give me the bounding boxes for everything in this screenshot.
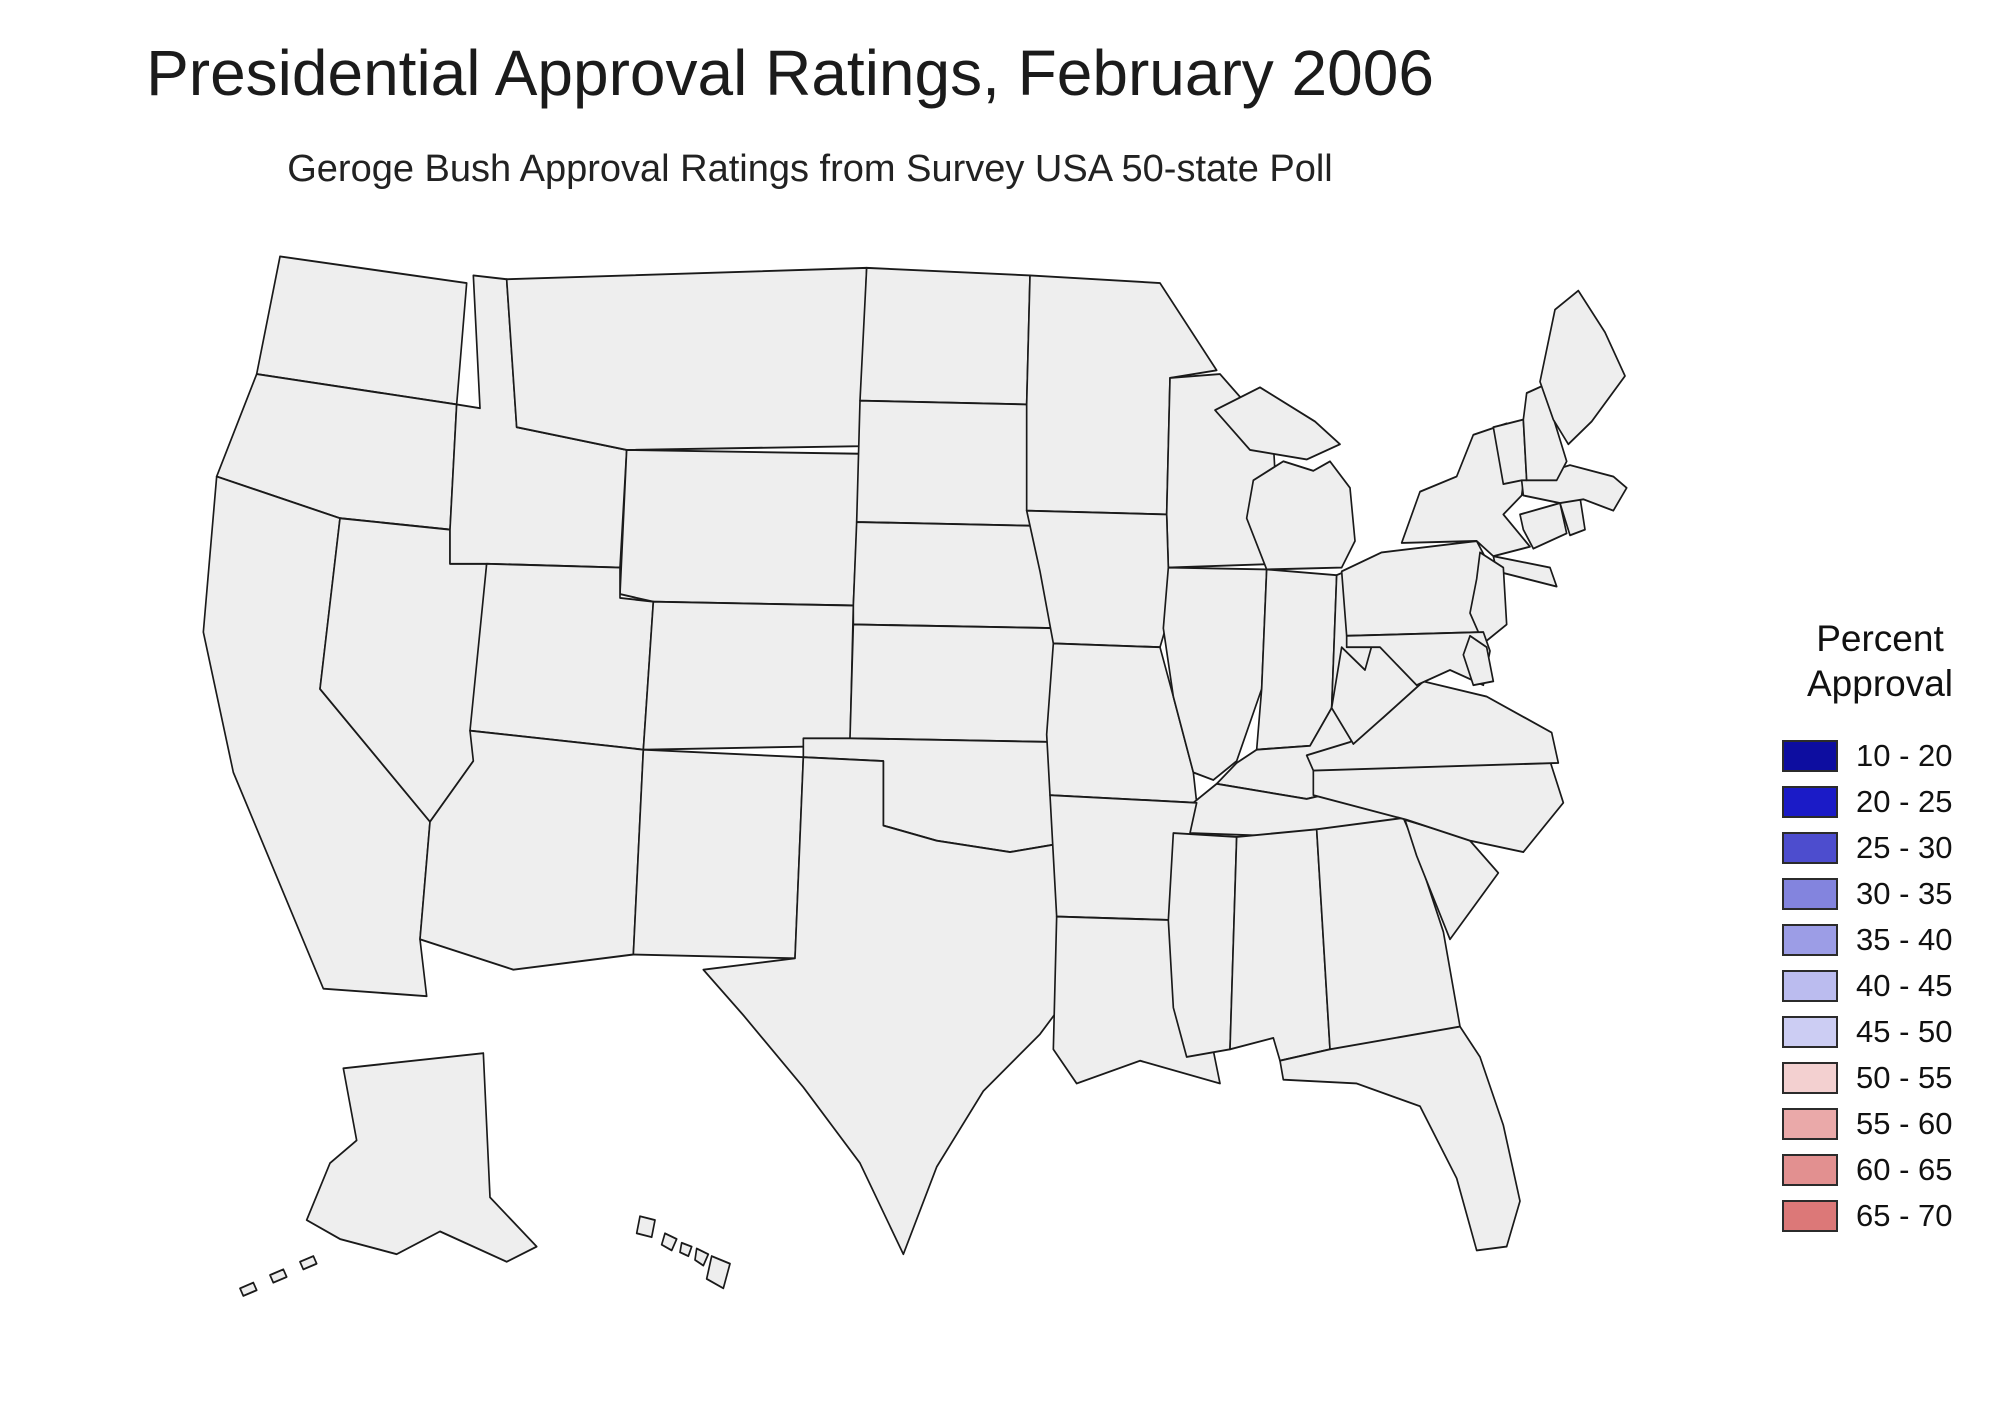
state-virginia	[1305, 680, 1560, 772]
state-montana	[505, 266, 868, 451]
states-group	[202, 255, 1628, 1297]
page-title: Presidential Approval Ratings, February …	[146, 37, 1434, 109]
state-missouri	[1045, 642, 1198, 804]
legend-title-line2: Approval	[1806, 663, 1954, 705]
legend-label: 35 - 40	[1856, 922, 1953, 958]
legend-swatch	[1782, 924, 1838, 957]
state-new-mexico	[632, 748, 805, 960]
state-texas	[702, 756, 1078, 1256]
legend-label: 40 - 45	[1856, 968, 1953, 1004]
state-florida	[1279, 1025, 1521, 1252]
legend-item: 25 - 30	[1782, 830, 1978, 866]
legend-label: 45 - 50	[1856, 1014, 1953, 1050]
legend-label: 65 - 70	[1856, 1198, 1953, 1234]
legend-title: Percent Approval	[1782, 616, 1978, 706]
map-area	[140, 192, 1740, 1368]
legend-swatch	[1782, 1200, 1838, 1233]
legend-item: 50 - 55	[1782, 1060, 1978, 1096]
legend-swatch	[1782, 1154, 1838, 1187]
state-connecticut	[1519, 502, 1568, 550]
legend-item: 65 - 70	[1782, 1198, 1978, 1234]
legend-item: 40 - 45	[1782, 968, 1978, 1004]
legend-label: 25 - 30	[1856, 830, 1953, 866]
page-subtitle: Geroge Bush Approval Ratings from Survey…	[287, 148, 1333, 190]
legend-item: 55 - 60	[1782, 1106, 1978, 1142]
state-maine	[1539, 289, 1626, 446]
legend-label: 50 - 55	[1856, 1060, 1953, 1096]
legend-swatch	[1782, 786, 1838, 819]
state-alaska	[239, 1052, 538, 1297]
us-choropleth-map	[202, 255, 1628, 1297]
legend-item: 20 - 25	[1782, 784, 1978, 820]
legend-swatch	[1782, 1108, 1838, 1141]
state-colorado	[642, 600, 855, 751]
state-north-dakota	[859, 266, 1031, 406]
state-michigan	[1214, 386, 1356, 571]
state-nebraska	[852, 521, 1061, 630]
state-north-carolina	[1312, 760, 1565, 854]
legend-item: 45 - 50	[1782, 1014, 1978, 1050]
state-alabama	[1229, 828, 1331, 1062]
legend-swatch	[1782, 878, 1838, 911]
state-vermont	[1492, 418, 1528, 486]
legend-swatch	[1782, 1016, 1838, 1049]
legend: Percent Approval 10 - 20 20 - 25 25 - 30 30…	[1782, 616, 1978, 1246]
state-delaware	[1462, 634, 1495, 687]
state-hawaii	[635, 1215, 731, 1290]
legend-label: 30 - 35	[1856, 876, 1953, 912]
legend-label: 55 - 60	[1856, 1106, 1953, 1142]
legend-item: 60 - 65	[1782, 1152, 1978, 1188]
legend-swatch	[1782, 740, 1838, 773]
legend-items: 10 - 20 20 - 25 25 - 30 30 - 35 35 - 40 40 - …	[1782, 738, 1978, 1234]
state-south-dakota	[855, 399, 1036, 527]
legend-title-line1: Percent	[1816, 618, 1944, 659]
state-kansas	[849, 623, 1061, 744]
legend-label: 60 - 65	[1856, 1152, 1953, 1188]
legend-item: 30 - 35	[1782, 876, 1978, 912]
state-wyoming	[619, 449, 861, 607]
legend-swatch	[1782, 832, 1838, 865]
legend-swatch	[1782, 970, 1838, 1003]
legend-item: 10 - 20	[1782, 738, 1978, 774]
state-mississippi	[1167, 832, 1238, 1058]
legend-label: 10 - 20	[1856, 738, 1953, 774]
legend-item: 35 - 40	[1782, 922, 1978, 958]
state-maryland	[1345, 631, 1491, 687]
legend-swatch	[1782, 1062, 1838, 1095]
legend-label: 20 - 25	[1856, 784, 1953, 820]
